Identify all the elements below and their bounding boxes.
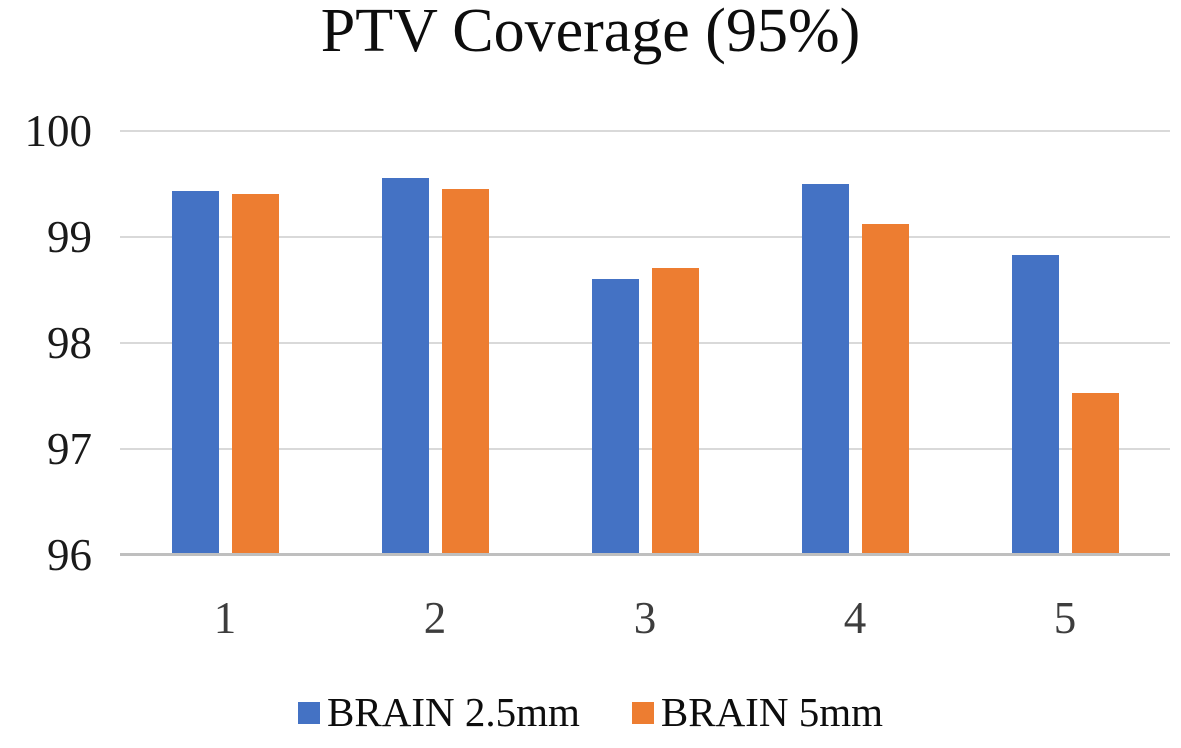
y-axis-tick-label-99: 99 <box>47 212 92 262</box>
y-axis-tick-label-100: 100 <box>24 106 93 156</box>
gridline-y98 <box>120 342 1170 344</box>
plot-area <box>120 130 1170 556</box>
legend-label-series1: BRAIN 2.5mm <box>327 689 580 735</box>
x-axis-category-label-4: 4 <box>843 593 867 643</box>
gridline-y100 <box>120 130 1170 132</box>
bar-brain-2.5mm-cat4 <box>801 184 849 555</box>
legend-swatch-series2 <box>631 701 654 724</box>
legend-item-brain-2.5mm: BRAIN 2.5mm <box>298 692 580 733</box>
bar-brain-2.5mm-cat1 <box>171 191 219 555</box>
bar-brain-2.5mm-cat2 <box>381 177 429 555</box>
bar-brain-5mm-cat2 <box>441 189 489 555</box>
x-axis-line <box>120 553 1170 556</box>
chart-title: PTV Coverage (95%) <box>320 0 861 65</box>
legend: BRAIN 2.5mm BRAIN 5mm <box>0 692 1181 733</box>
legend-swatch-series1 <box>298 701 321 724</box>
legend-item-brain-5mm: BRAIN 5mm <box>631 689 883 735</box>
x-axis-category-label-3: 3 <box>633 593 657 643</box>
gridline-y97 <box>120 448 1170 450</box>
y-axis-tick-label-98: 98 <box>47 318 92 368</box>
y-axis-tick-label-96: 96 <box>47 530 92 580</box>
bar-brain-5mm-cat5 <box>1071 392 1119 555</box>
x-axis-category-label-5: 5 <box>1053 593 1077 643</box>
bar-brain-5mm-cat1 <box>231 193 279 555</box>
bar-brain-5mm-cat4 <box>861 224 909 555</box>
x-axis-category-label-2: 2 <box>423 593 447 643</box>
gridline-y99 <box>120 236 1170 238</box>
y-axis-tick-label-97: 97 <box>47 424 92 474</box>
x-axis-category-label-1: 1 <box>213 593 237 643</box>
bar-brain-2.5mm-cat3 <box>591 279 639 555</box>
legend-label-series2: BRAIN 5mm <box>660 689 883 735</box>
bar-brain-2.5mm-cat5 <box>1011 255 1059 555</box>
bar-brain-5mm-cat3 <box>651 267 699 555</box>
